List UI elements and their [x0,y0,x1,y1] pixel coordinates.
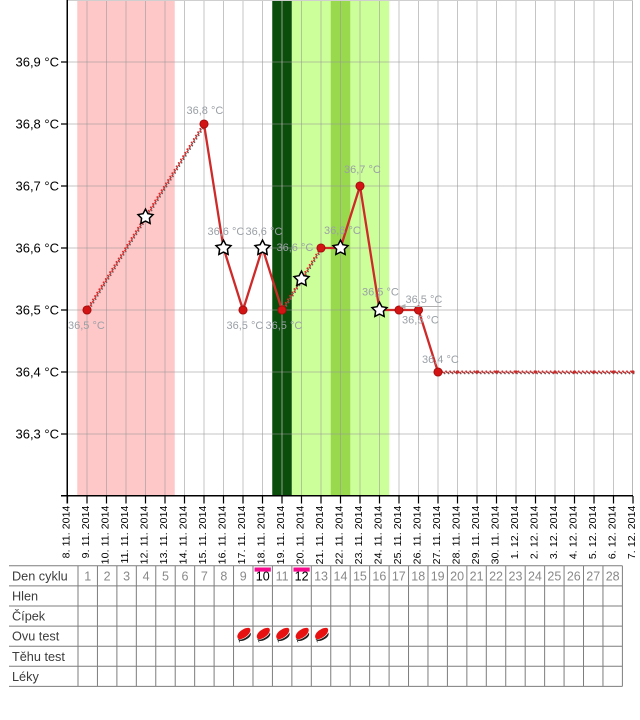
svg-text:4: 4 [143,569,150,583]
svg-text:Hlen: Hlen [12,589,38,603]
svg-text:20: 20 [450,569,464,583]
svg-text:27: 27 [586,569,600,583]
svg-text:8. 11. 2014: 8. 11. 2014 [61,505,73,558]
svg-text:23. 11. 2014: 23. 11. 2014 [353,505,365,564]
svg-text:14. 11. 2014: 14. 11. 2014 [178,505,190,564]
svg-text:7. 12. 2014: 7. 12. 2014 [626,505,638,559]
svg-text:8: 8 [220,569,227,583]
svg-text:29. 11. 2014: 29. 11. 2014 [470,505,482,564]
svg-text:36,5 °C: 36,5 °C [362,287,399,299]
svg-text:36,6 °C: 36,6 °C [15,241,59,256]
svg-text:36,6 °C: 36,6 °C [324,225,361,237]
svg-text:14: 14 [334,569,348,583]
svg-text:36,7 °C: 36,7 °C [15,179,59,194]
svg-text:Čípek: Čípek [12,609,46,624]
svg-text:10. 11. 2014: 10. 11. 2014 [100,505,112,564]
svg-text:27. 11. 2014: 27. 11. 2014 [431,505,443,564]
svg-text:Den cyklu: Den cyklu [12,569,68,583]
svg-text:36,3 °C: 36,3 °C [15,427,59,442]
svg-text:36,6 °C: 36,6 °C [277,242,314,254]
svg-text:17: 17 [392,569,406,583]
svg-text:6. 12. 2014: 6. 12. 2014 [607,505,619,559]
svg-text:11: 11 [276,569,289,583]
svg-text:17. 11. 2014: 17. 11. 2014 [236,505,248,564]
svg-text:Léky: Léky [12,670,39,684]
svg-text:28: 28 [606,569,620,583]
svg-text:18: 18 [411,569,425,583]
svg-text:36,5 °C: 36,5 °C [406,294,443,306]
svg-text:1: 1 [84,569,91,583]
svg-text:36,8 °C: 36,8 °C [187,105,224,117]
svg-text:2. 12. 2014: 2. 12. 2014 [529,505,541,559]
svg-text:26: 26 [567,569,581,583]
svg-text:36,9 °C: 36,9 °C [15,55,59,70]
svg-text:5. 12. 2014: 5. 12. 2014 [587,505,599,559]
svg-text:15: 15 [353,569,367,583]
svg-text:9: 9 [240,569,247,583]
svg-text:4. 12. 2014: 4. 12. 2014 [568,505,580,559]
svg-text:13. 11. 2014: 13. 11. 2014 [158,505,170,564]
svg-text:1. 12. 2014: 1. 12. 2014 [509,505,521,559]
svg-text:36,5 °C: 36,5 °C [402,315,439,327]
svg-text:24: 24 [528,569,542,583]
svg-text:36,5 °C: 36,5 °C [227,320,264,332]
svg-text:24. 11. 2014: 24. 11. 2014 [373,505,385,564]
svg-text:22: 22 [489,569,503,583]
svg-text:26. 11. 2014: 26. 11. 2014 [412,505,424,564]
svg-text:19. 11. 2014: 19. 11. 2014 [275,505,287,564]
svg-text:20. 11. 2014: 20. 11. 2014 [295,505,307,564]
svg-text:12: 12 [295,569,309,583]
svg-text:28. 11. 2014: 28. 11. 2014 [451,505,463,564]
svg-text:5: 5 [162,569,169,583]
svg-text:36,5 °C: 36,5 °C [266,320,303,332]
svg-text:21. 11. 2014: 21. 11. 2014 [314,505,326,564]
svg-text:36,5 °C: 36,5 °C [15,303,59,318]
svg-text:18. 11. 2014: 18. 11. 2014 [256,505,268,564]
svg-text:25: 25 [547,569,561,583]
svg-text:19: 19 [431,569,445,583]
svg-text:15. 11. 2014: 15. 11. 2014 [197,505,209,564]
svg-text:36,7 °C: 36,7 °C [344,164,381,176]
svg-text:25. 11. 2014: 25. 11. 2014 [392,505,404,564]
svg-text:36,5 °C: 36,5 °C [68,320,105,332]
svg-text:16: 16 [372,569,386,583]
svg-text:9. 11. 2014: 9. 11. 2014 [80,505,92,558]
svg-text:23: 23 [509,569,523,583]
svg-text:2: 2 [104,569,111,583]
svg-text:Ovu test: Ovu test [12,630,60,644]
svg-text:3: 3 [123,569,130,583]
svg-text:22. 11. 2014: 22. 11. 2014 [334,505,346,564]
svg-text:36,8 °C: 36,8 °C [15,117,59,132]
svg-text:Těhu test: Těhu test [12,650,65,664]
svg-text:12. 11. 2014: 12. 11. 2014 [139,505,151,564]
svg-text:36,4 °C: 36,4 °C [15,365,59,380]
svg-text:16. 11. 2014: 16. 11. 2014 [217,505,229,564]
svg-text:6: 6 [181,569,188,583]
svg-text:36,6 °C: 36,6 °C [246,226,283,238]
svg-text:7: 7 [201,569,208,583]
svg-text:30. 11. 2014: 30. 11. 2014 [490,505,502,564]
svg-text:36,6 °C: 36,6 °C [208,226,245,238]
svg-text:3. 12. 2014: 3. 12. 2014 [548,505,560,559]
svg-text:36,4 °C: 36,4 °C [422,354,459,366]
svg-text:10: 10 [256,569,270,583]
svg-text:11. 11. 2014: 11. 11. 2014 [119,505,131,563]
svg-text:21: 21 [470,569,484,583]
svg-text:13: 13 [314,569,328,583]
